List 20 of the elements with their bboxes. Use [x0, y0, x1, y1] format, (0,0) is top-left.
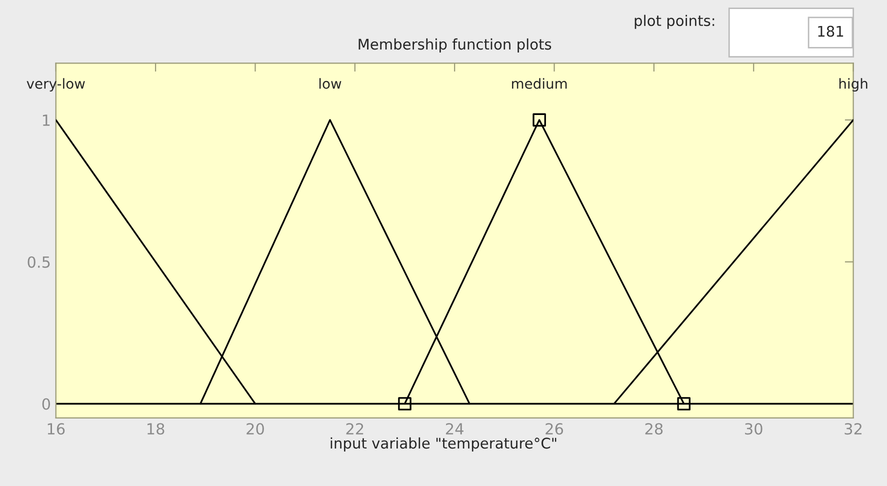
x-tick-label: 30 [745, 423, 762, 435]
x-tick-label: 26 [546, 423, 564, 435]
y-tick-label: 1 [42, 114, 50, 126]
chart-title: Membership function plots [358, 38, 552, 53]
x-tick-label: 22 [346, 423, 364, 434]
y-tick-label: 0.5 [28, 256, 50, 268]
text: low [319, 78, 342, 89]
x-tick-label: 32 [844, 423, 862, 435]
x-tick-label: 28 [645, 423, 663, 435]
text: very-low [26, 78, 85, 92]
text: medium [512, 78, 567, 89]
x-tick-label: 24 [446, 423, 464, 434]
y-tick-label: 0 [42, 398, 50, 410]
x-tick-label: 16 [48, 423, 65, 435]
x-axis-title: input variable "temperature°C" [330, 437, 556, 452]
text: high [839, 78, 868, 92]
x-tick-label: 18 [148, 423, 164, 435]
text: 181 [818, 26, 844, 37]
x-tick-label: 20 [246, 423, 264, 435]
text: plot points: [634, 14, 714, 29]
